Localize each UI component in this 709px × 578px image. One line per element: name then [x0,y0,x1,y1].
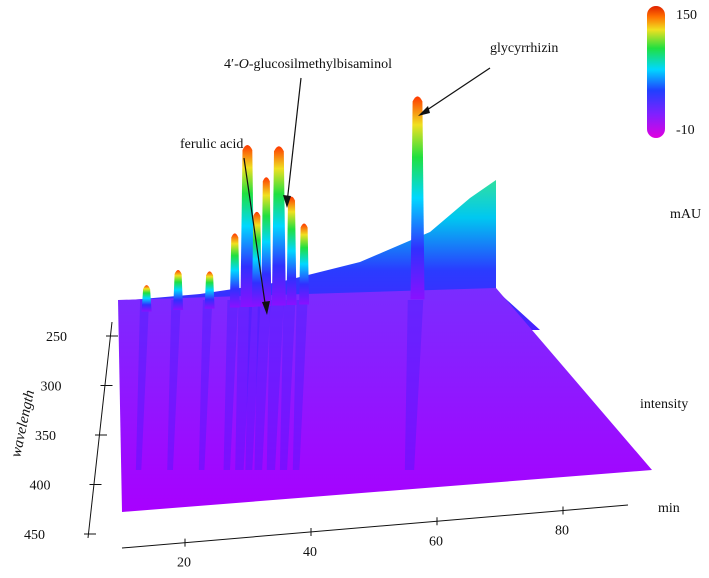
surface-peak [286,196,297,305]
time-axis-line [121,504,629,549]
surface-peak [261,177,272,307]
surface-streak [245,300,261,470]
surface-streak [223,300,239,470]
time-axis-ticks: 20 40 60 80 [177,506,569,571]
surface-streak [198,300,213,470]
surface-peak [410,96,425,300]
colorbar-min-label: -10 [676,123,695,138]
x-axis-label: min [658,501,680,516]
annotation-arrow-line [243,157,267,311]
annotation-arrow-line [286,77,302,204]
annotation-glycyrrhizin: glycyrrhizin [418,41,558,116]
surface-streak [279,300,296,470]
surface-peak [204,271,215,309]
surface-streak [235,300,253,470]
x-tick-label: 20 [177,556,191,571]
surface-peak [251,211,262,307]
arrowhead-icon [262,301,270,315]
surface-streak [135,300,150,470]
annotation-label: ferulic acid [180,137,243,152]
annotation-glucosilmethylbisaminol: 4′-O-glucosilmethylbisaminol [224,57,392,208]
annotation-ferulic-acid: ferulic acid [180,137,270,315]
surface-streak [404,300,424,470]
y-tick-label: 250 [46,330,67,345]
colorbar-max-label: 150 [676,8,697,23]
wavelength-axis-line [87,321,113,539]
annotation-label: glycyrrhizin [490,41,558,56]
annotation-arrow-line [420,67,491,115]
surface-streak [167,300,181,470]
surface-peak [240,144,255,307]
surface-peak [173,270,184,311]
surface-streak [266,300,284,470]
z-axis-label: intensity [640,397,688,412]
surface-streaks [135,300,424,470]
x-tick-label: 80 [555,524,569,539]
x-tick-label: 60 [429,534,443,549]
surface-streak [292,300,308,470]
y-tick-label: 450 [24,528,45,543]
surface-floor [118,288,652,512]
x-tick-label: 40 [303,545,317,560]
surface-peak [299,223,310,305]
annotation-label: 4′-O-glucosilmethylbisaminol [224,57,392,72]
wavelength-axis-ticks: 250 300 350 400 450 [24,330,118,543]
colorbar [647,6,665,138]
surface-peak [229,233,240,308]
time-axis [121,504,629,549]
y-tick-label: 350 [35,429,56,444]
y-axis-label: wavelength [8,389,38,459]
surface-peak [141,285,152,312]
peak-group [141,96,425,312]
surface-streak [254,300,271,470]
y-tick-label: 300 [41,380,62,395]
arrowhead-icon [283,195,291,208]
surface-peak [271,146,286,306]
y-tick-label: 400 [30,479,51,494]
arrowhead-icon [418,106,430,116]
wavelength-axis [87,321,113,539]
colorbar-unit-label: mAU [670,207,701,222]
